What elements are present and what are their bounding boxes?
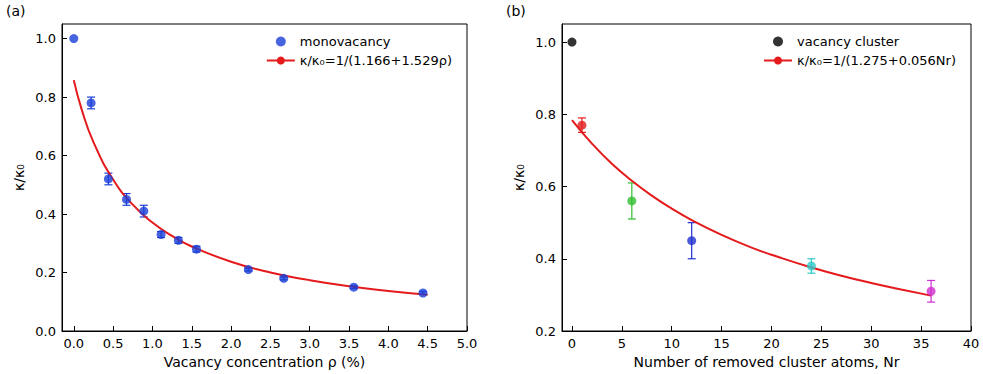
svg-text:0.4: 0.4 <box>35 207 56 222</box>
svg-text:40: 40 <box>963 336 980 351</box>
svg-text:20: 20 <box>763 336 780 351</box>
svg-text:2.5: 2.5 <box>260 336 281 351</box>
svg-text:vacancy cluster: vacancy cluster <box>797 34 900 49</box>
svg-text:1.5: 1.5 <box>181 336 202 351</box>
svg-text:1.0: 1.0 <box>142 336 163 351</box>
svg-text:0.4: 0.4 <box>535 251 556 266</box>
svg-text:Vacancy concentration ρ (%): Vacancy concentration ρ (%) <box>164 354 366 370</box>
svg-text:25: 25 <box>813 336 830 351</box>
svg-text:monovacancy: monovacancy <box>300 34 391 49</box>
svg-text:0.6: 0.6 <box>35 148 56 163</box>
svg-text:(a): (a) <box>6 3 26 19</box>
svg-text:κ/κ₀=1/(1.166+1.529ρ): κ/κ₀=1/(1.166+1.529ρ) <box>300 53 452 68</box>
svg-text:5.0: 5.0 <box>457 336 478 351</box>
svg-text:0.6: 0.6 <box>535 179 556 194</box>
svg-text:0.0: 0.0 <box>35 324 56 339</box>
svg-text:35: 35 <box>913 336 930 351</box>
svg-text:10: 10 <box>663 336 680 351</box>
svg-text:Number of removed cluster atom: Number of removed cluster atoms, Nr <box>634 354 900 370</box>
svg-text:κ/κ₀: κ/κ₀ <box>11 164 27 191</box>
svg-text:(b): (b) <box>506 3 526 19</box>
svg-text:0.8: 0.8 <box>535 107 556 122</box>
svg-text:30: 30 <box>863 336 880 351</box>
svg-text:κ/κ₀=1/(1.275+0.056Nr): κ/κ₀=1/(1.275+0.056Nr) <box>797 53 956 68</box>
svg-text:1.0: 1.0 <box>535 35 556 50</box>
svg-text:3.0: 3.0 <box>299 336 320 351</box>
svg-text:5: 5 <box>618 336 626 351</box>
svg-text:0: 0 <box>568 336 576 351</box>
svg-text:0.5: 0.5 <box>103 336 124 351</box>
svg-text:15: 15 <box>713 336 730 351</box>
svg-text:0.0: 0.0 <box>63 336 84 351</box>
svg-text:0.2: 0.2 <box>35 265 56 280</box>
svg-text:1.0: 1.0 <box>35 31 56 46</box>
svg-text:0.2: 0.2 <box>535 324 556 339</box>
svg-text:3.5: 3.5 <box>339 336 360 351</box>
svg-text:2.0: 2.0 <box>221 336 242 351</box>
svg-text:0.8: 0.8 <box>35 90 56 105</box>
svg-text:4.5: 4.5 <box>417 336 438 351</box>
svg-text:4.0: 4.0 <box>378 336 399 351</box>
svg-text:κ/κ₀: κ/κ₀ <box>511 164 527 191</box>
